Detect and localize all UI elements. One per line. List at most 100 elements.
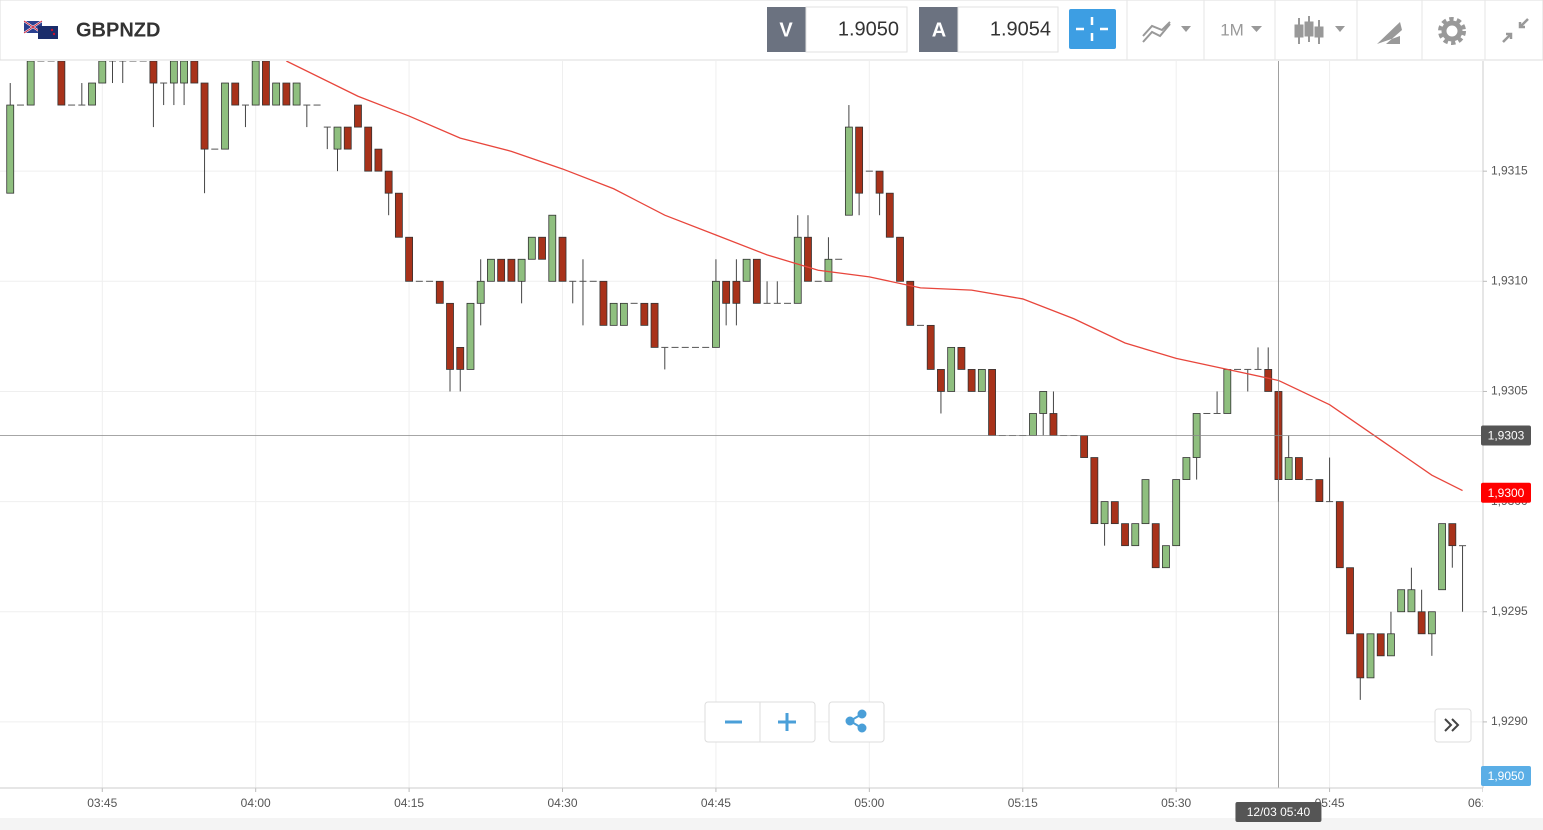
candle-body <box>1326 501 1334 503</box>
candle-body <box>1110 501 1119 525</box>
candle-body <box>977 369 986 392</box>
candle-body <box>1346 567 1354 635</box>
candle-body <box>426 280 434 282</box>
candle-body <box>323 126 331 128</box>
candle-body <box>967 369 976 392</box>
timeframe[interactable]: 1M <box>1220 20 1244 39</box>
candle-body <box>487 258 495 282</box>
share-icon <box>845 709 867 733</box>
last-price-label: 1,9300 <box>1488 486 1525 500</box>
ask-box[interactable] <box>957 6 1059 53</box>
candle-body <box>1264 369 1273 392</box>
zoom-controls <box>704 701 1472 743</box>
x-tick-label: 04:00 <box>241 796 271 810</box>
candle-body <box>630 302 638 304</box>
bid-price: 1.9050 <box>838 18 899 40</box>
candle-body <box>681 346 689 348</box>
candle-body <box>507 258 516 282</box>
candle-body <box>354 104 362 128</box>
zoom-in[interactable] <box>778 713 796 731</box>
candle-body <box>1049 413 1058 436</box>
candle-body <box>364 126 373 172</box>
candle-body <box>169 61 178 84</box>
x-tick-label: 04:45 <box>701 796 731 810</box>
candle-body <box>916 324 924 326</box>
candle-body <box>1162 545 1170 569</box>
bid-box[interactable] <box>805 6 908 53</box>
crosshair-button[interactable] <box>1069 9 1116 49</box>
candle-body <box>435 280 444 304</box>
x-tick-label: 05:30 <box>1161 796 1191 810</box>
dropdown-arrow <box>1181 26 1191 32</box>
candle-body <box>109 61 117 62</box>
crosshair-price-tag <box>1481 425 1531 446</box>
candle-body <box>1387 633 1395 657</box>
candle-body <box>988 369 996 436</box>
y-tick-label: 1,9305 <box>1491 384 1528 398</box>
candle-body <box>844 126 853 216</box>
candle-body <box>405 236 414 282</box>
y-tick-label: 1,9315 <box>1491 163 1528 177</box>
candle-body <box>527 236 536 260</box>
candle-body <box>1459 545 1467 547</box>
crosshair-time-label: 12/03 05:40 <box>1247 805 1311 819</box>
candle-body <box>1039 391 1048 414</box>
candle-body <box>1438 523 1446 591</box>
candle-body <box>68 104 76 106</box>
scroll-end-button[interactable] <box>1434 708 1472 743</box>
candle-body <box>262 61 270 106</box>
candle-body <box>313 104 321 106</box>
candle-body <box>793 236 802 304</box>
candle-body <box>160 82 168 84</box>
candle-body <box>1376 633 1385 657</box>
candle-body <box>1121 523 1129 547</box>
settings-icon[interactable] <box>1438 17 1466 45</box>
candle-body <box>394 192 403 238</box>
candle-body <box>1172 479 1181 547</box>
candle-body <box>569 280 577 282</box>
candle-body <box>957 346 966 370</box>
candle-body <box>1295 457 1303 480</box>
candle-body <box>589 280 597 282</box>
candle-body <box>292 82 301 106</box>
fullscreen-icon[interactable] <box>1502 18 1529 43</box>
chart-type-icon[interactable] <box>1142 21 1171 43</box>
ask-button[interactable] <box>919 7 958 52</box>
candle-body <box>343 126 352 150</box>
candle-body <box>1223 369 1232 414</box>
candle-body <box>1151 523 1160 569</box>
candle-body <box>773 302 781 304</box>
candle-body <box>446 302 454 370</box>
candle-body <box>251 61 260 106</box>
draw-icon[interactable] <box>1377 22 1402 44</box>
ask-price: 1.9054 <box>990 18 1051 40</box>
candle-body <box>1427 611 1436 635</box>
candle-body <box>37 61 45 62</box>
candle-body <box>415 280 423 282</box>
candle-body <box>824 258 833 282</box>
candle-body <box>1203 412 1211 414</box>
last-price-tag <box>1481 482 1531 503</box>
moving-average <box>286 61 1463 492</box>
candle-body <box>517 258 526 282</box>
ask-tag-label: 1,9050 <box>1488 769 1525 783</box>
price-tags: 1,9303 12/03 05:40 1,9300 1,9050 <box>1235 425 1531 822</box>
share-box[interactable] <box>828 701 885 743</box>
candle-body <box>732 280 741 304</box>
candle-body <box>180 61 188 84</box>
candle-body <box>712 280 720 348</box>
grid <box>0 61 1484 788</box>
indicator-icon[interactable] <box>1294 16 1324 44</box>
candle-body <box>1407 589 1416 613</box>
candle-body <box>702 346 710 348</box>
bid-button[interactable] <box>767 7 806 52</box>
ask-label: A <box>932 19 946 41</box>
scroll-end-icon <box>1444 718 1460 732</box>
candle-body <box>497 258 506 282</box>
crosshair-icon <box>1076 17 1108 41</box>
plot <box>0 61 1483 788</box>
candle-body <box>1213 412 1221 414</box>
